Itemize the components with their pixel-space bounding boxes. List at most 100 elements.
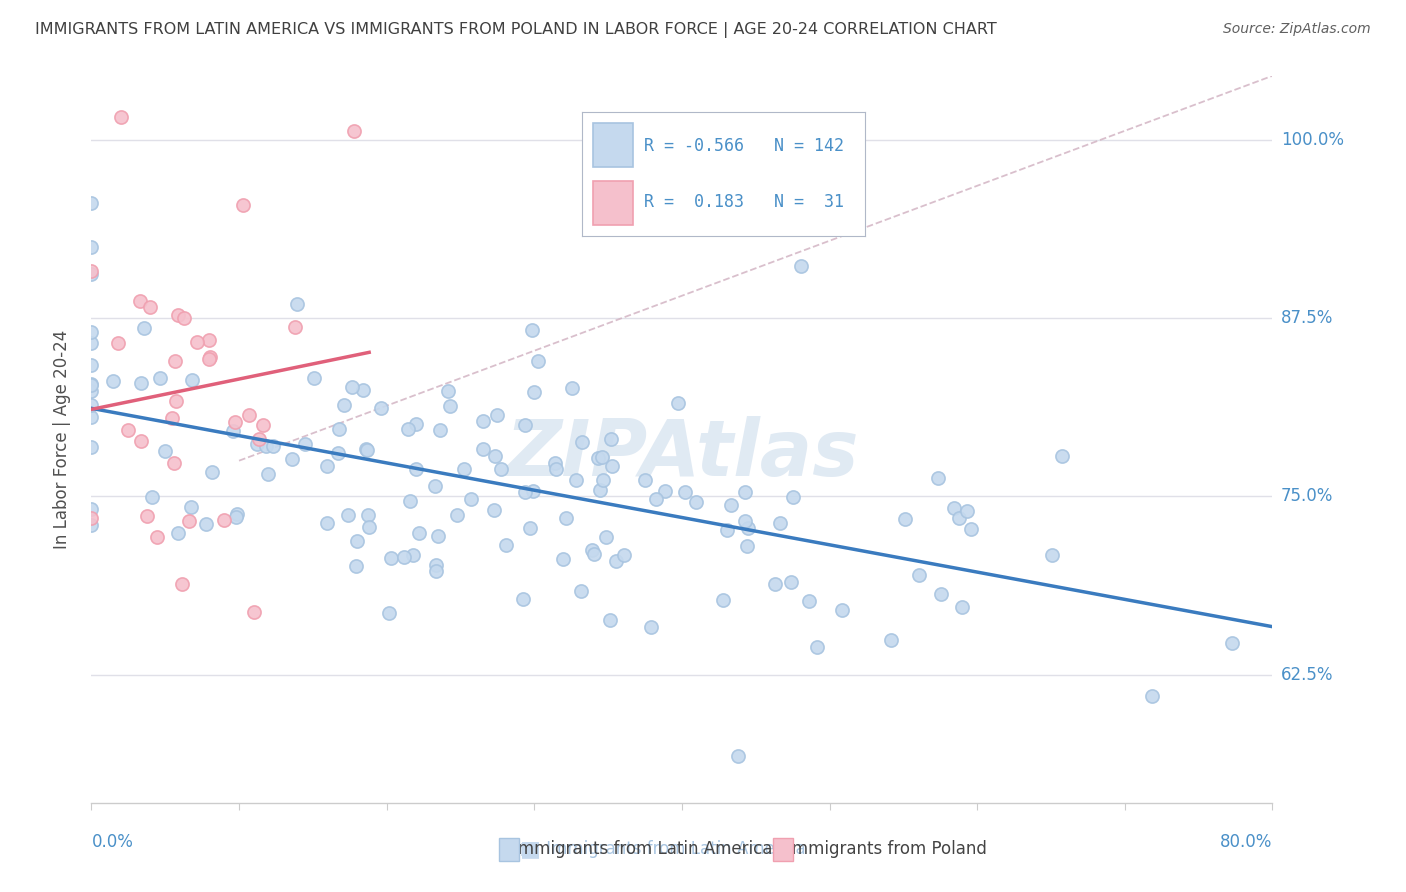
Point xyxy=(943,500,966,515)
Point xyxy=(408,525,430,540)
Point xyxy=(595,530,617,544)
Point xyxy=(153,443,176,458)
Point xyxy=(392,550,415,565)
Point xyxy=(1140,689,1163,703)
Text: 80.0%: 80.0% xyxy=(1220,833,1272,851)
Point xyxy=(591,450,613,465)
Point xyxy=(453,462,475,476)
Point xyxy=(495,538,517,552)
Point xyxy=(107,336,129,351)
Point xyxy=(80,195,103,210)
Point xyxy=(163,456,186,470)
Point xyxy=(425,564,447,578)
Point xyxy=(141,491,163,505)
Point xyxy=(522,483,544,498)
Point xyxy=(565,473,588,487)
Point xyxy=(526,354,548,368)
Point xyxy=(80,398,103,412)
Point xyxy=(727,749,749,764)
Point xyxy=(685,495,707,509)
Point xyxy=(80,377,103,392)
Point xyxy=(806,640,828,655)
Point xyxy=(80,409,103,424)
Point xyxy=(101,374,124,388)
Point xyxy=(405,462,427,476)
Point xyxy=(429,423,451,437)
Text: Immigrants from Latin America: Immigrants from Latin America xyxy=(513,840,772,858)
Point xyxy=(769,516,792,531)
Point xyxy=(960,522,983,536)
Text: ■  Immigrants from Latin America: ■ Immigrants from Latin America xyxy=(520,840,806,858)
Point xyxy=(294,437,316,451)
Point xyxy=(80,240,103,254)
Point xyxy=(734,514,756,528)
Point xyxy=(799,594,821,608)
Point xyxy=(544,457,567,471)
Point xyxy=(328,421,350,435)
Point xyxy=(80,378,103,392)
Point xyxy=(519,521,541,535)
Point xyxy=(600,459,623,474)
Point xyxy=(484,449,506,463)
Point xyxy=(201,465,224,479)
Point xyxy=(633,473,655,487)
Point xyxy=(80,502,103,516)
Point xyxy=(378,606,401,620)
Point xyxy=(425,558,447,572)
Point xyxy=(471,414,494,428)
Text: ■: ■ xyxy=(520,839,541,859)
Point xyxy=(225,507,247,521)
Point xyxy=(956,504,979,518)
Point xyxy=(284,320,307,334)
Point xyxy=(605,553,627,567)
Point xyxy=(194,517,217,532)
Point xyxy=(326,445,349,459)
Point xyxy=(790,259,813,273)
Point xyxy=(460,492,482,507)
Point xyxy=(489,462,512,476)
Point xyxy=(737,539,759,553)
Point xyxy=(396,422,419,436)
Point xyxy=(380,551,402,566)
Point xyxy=(1040,548,1063,562)
Point xyxy=(582,547,605,561)
Point xyxy=(782,490,804,504)
Point xyxy=(80,359,103,373)
Point xyxy=(561,381,583,395)
Point xyxy=(197,351,219,366)
Point xyxy=(654,483,676,498)
Point xyxy=(80,517,103,532)
Point xyxy=(167,309,190,323)
Point xyxy=(586,451,609,466)
Point xyxy=(224,415,246,429)
Point xyxy=(437,384,460,398)
Point xyxy=(246,437,269,451)
Point xyxy=(737,521,759,535)
Point xyxy=(304,371,326,385)
Point xyxy=(948,510,970,524)
Point xyxy=(929,587,952,601)
Text: 62.5%: 62.5% xyxy=(1281,665,1333,683)
Point xyxy=(316,516,339,530)
Point xyxy=(354,442,377,456)
Point xyxy=(546,462,568,476)
Point xyxy=(238,408,260,422)
Point xyxy=(370,401,392,415)
Point xyxy=(173,311,195,326)
Point xyxy=(80,267,103,281)
Point xyxy=(110,111,132,125)
Point xyxy=(908,568,931,582)
Point xyxy=(80,440,103,454)
Point xyxy=(831,603,853,617)
Point xyxy=(170,577,193,591)
Point xyxy=(232,198,254,212)
Point xyxy=(352,383,374,397)
Point xyxy=(894,511,917,525)
Point xyxy=(482,502,505,516)
Point xyxy=(716,523,738,537)
Point xyxy=(149,371,172,385)
Point xyxy=(135,508,157,523)
Point xyxy=(555,511,578,525)
Text: ZIPAtlas: ZIPAtlas xyxy=(505,416,859,491)
Point xyxy=(551,552,574,566)
